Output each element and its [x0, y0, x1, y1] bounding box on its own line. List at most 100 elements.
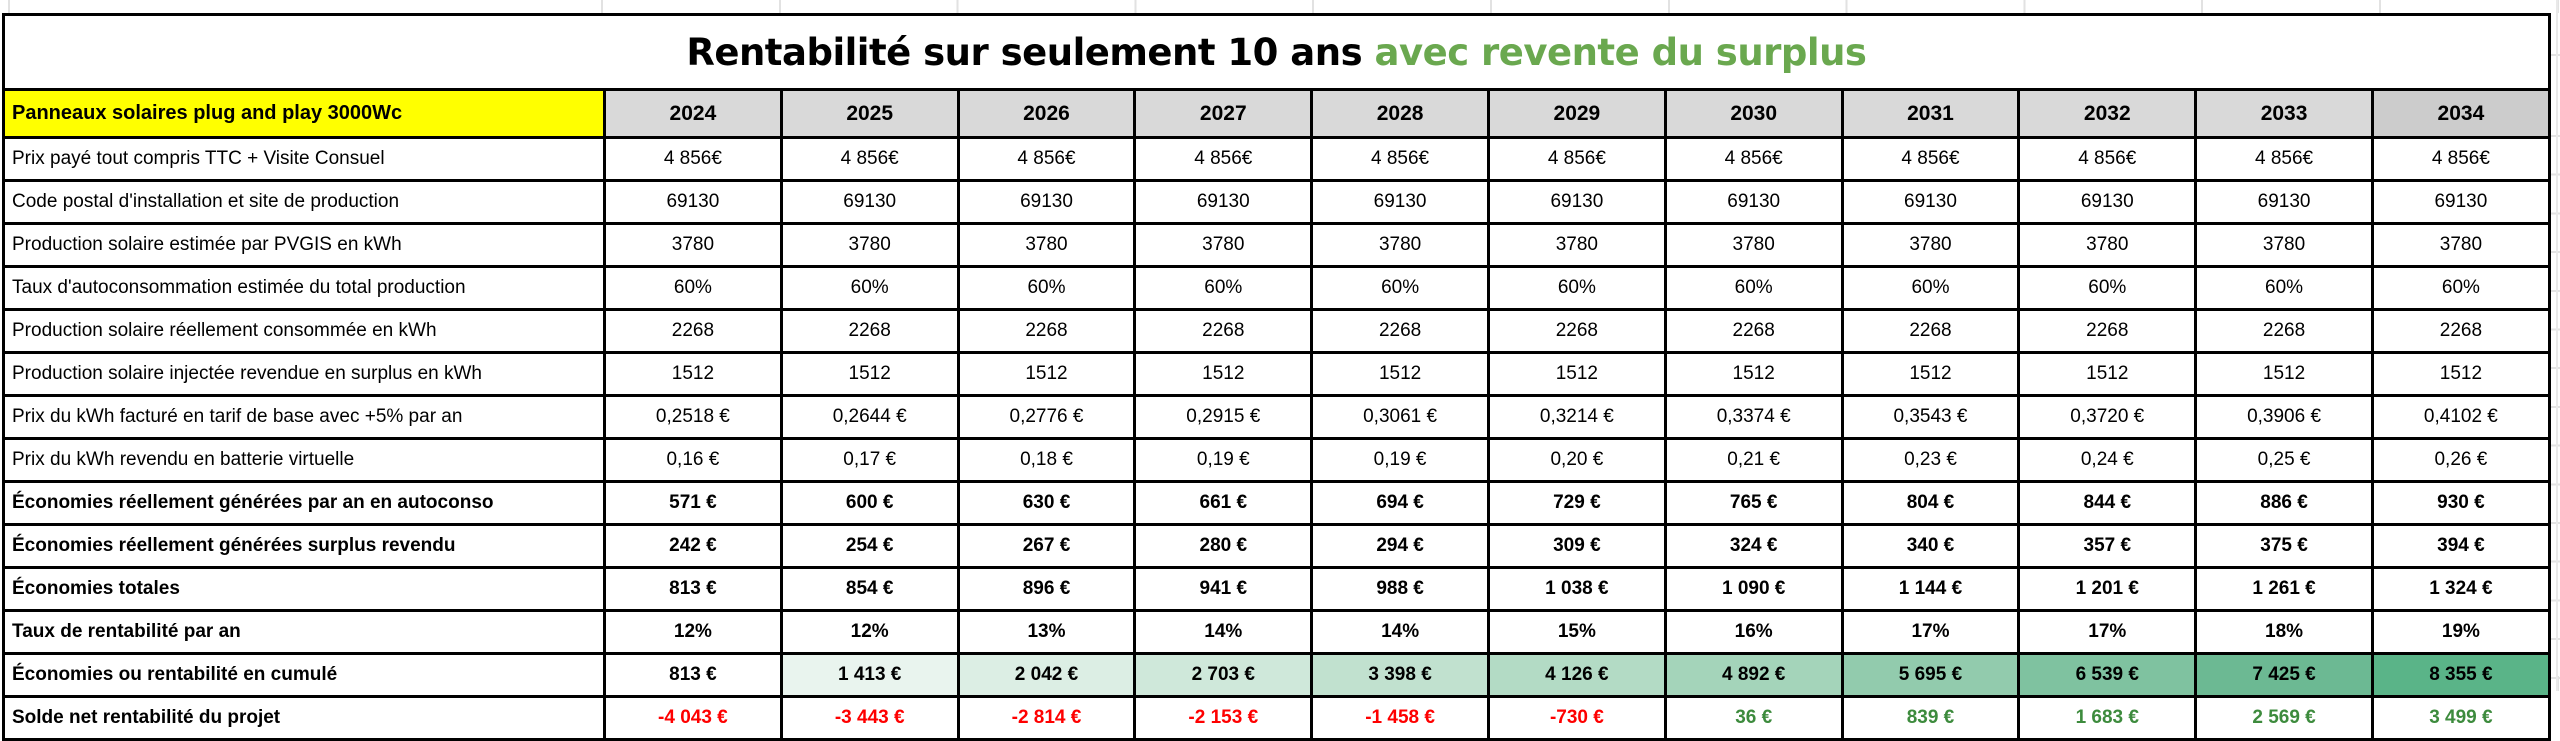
data-cell[interactable]: 309 €	[1486, 523, 1667, 569]
data-cell[interactable]: 1512	[779, 351, 960, 397]
data-cell[interactable]: 0,2915 €	[1133, 394, 1314, 440]
data-cell[interactable]: 267 €	[956, 523, 1137, 569]
data-cell[interactable]: 3780	[1663, 222, 1844, 268]
data-cell[interactable]: 19%	[2370, 609, 2551, 655]
data-cell[interactable]: 1 038 €	[1486, 566, 1667, 612]
data-cell[interactable]: 17%	[2017, 609, 2198, 655]
data-cell[interactable]: 69130	[2194, 179, 2374, 225]
data-cell[interactable]: 4 856€	[1310, 136, 1490, 182]
data-cell[interactable]: 3780	[1486, 222, 1667, 268]
data-cell[interactable]: 1512	[603, 351, 783, 397]
data-cell[interactable]: 36 €	[1663, 695, 1844, 741]
data-cell[interactable]: 886 €	[2194, 480, 2374, 526]
data-cell[interactable]: 17%	[1840, 609, 2021, 655]
data-cell[interactable]: 0,3374 €	[1663, 394, 1844, 440]
table-title-cell[interactable]: Rentabilité sur seulement 10 ans avec re…	[2, 13, 2551, 91]
data-cell[interactable]: 2268	[956, 308, 1137, 354]
data-cell[interactable]: 2268	[2370, 308, 2551, 354]
year-header-cell[interactable]: 2026	[956, 88, 1137, 139]
data-cell[interactable]: 1512	[956, 351, 1137, 397]
data-cell[interactable]: -2 153 €	[1133, 695, 1314, 741]
data-cell[interactable]: 0,2776 €	[956, 394, 1137, 440]
year-header-cell[interactable]: 2027	[1133, 88, 1314, 139]
data-cell[interactable]: 13%	[956, 609, 1137, 655]
row-label-cell[interactable]: Production solaire réellement consommée …	[2, 308, 606, 354]
row-label-cell[interactable]: Taux de rentabilité par an	[2, 609, 606, 655]
data-cell[interactable]: 3780	[956, 222, 1137, 268]
data-cell[interactable]: 1 201 €	[2017, 566, 2198, 612]
data-cell[interactable]: 69130	[603, 179, 783, 225]
data-cell[interactable]: 941 €	[1133, 566, 1314, 612]
data-cell[interactable]: 854 €	[779, 566, 960, 612]
data-cell[interactable]: 0,24 €	[2017, 437, 2198, 483]
data-cell[interactable]: 69130	[1840, 179, 2021, 225]
data-cell[interactable]: 5 695 €	[1840, 652, 2021, 698]
data-cell[interactable]: -3 443 €	[779, 695, 960, 741]
data-cell[interactable]: 242 €	[603, 523, 783, 569]
data-cell[interactable]: 988 €	[1310, 566, 1490, 612]
data-cell[interactable]: 60%	[1486, 265, 1667, 311]
data-cell[interactable]: 7 425 €	[2194, 652, 2374, 698]
year-header-cell[interactable]: 2029	[1486, 88, 1667, 139]
data-cell[interactable]: 6 539 €	[2017, 652, 2198, 698]
data-cell[interactable]: 69130	[1310, 179, 1490, 225]
data-cell[interactable]: 1 261 €	[2194, 566, 2374, 612]
data-cell[interactable]: 60%	[2194, 265, 2374, 311]
row-label-cell[interactable]: Économies ou rentabilité en cumulé	[2, 652, 606, 698]
data-cell[interactable]: 2268	[779, 308, 960, 354]
row-label-cell[interactable]: Prix payé tout compris TTC + Visite Cons…	[2, 136, 606, 182]
data-cell[interactable]: 0,19 €	[1310, 437, 1490, 483]
data-cell[interactable]: 3780	[603, 222, 783, 268]
data-cell[interactable]: 3780	[2194, 222, 2374, 268]
data-cell[interactable]: 60%	[2370, 265, 2551, 311]
data-cell[interactable]: 4 856€	[603, 136, 783, 182]
year-header-cell[interactable]: 2024	[603, 88, 783, 139]
data-cell[interactable]: 896 €	[956, 566, 1137, 612]
data-cell[interactable]: 2 703 €	[1133, 652, 1314, 698]
data-cell[interactable]: 3780	[2370, 222, 2551, 268]
data-cell[interactable]: 3780	[1840, 222, 2021, 268]
data-cell[interactable]: 1512	[2194, 351, 2374, 397]
data-cell[interactable]: 69130	[956, 179, 1137, 225]
data-cell[interactable]: 69130	[2017, 179, 2198, 225]
data-cell[interactable]: 2268	[603, 308, 783, 354]
data-cell[interactable]: 4 856€	[1840, 136, 2021, 182]
data-cell[interactable]: 3780	[779, 222, 960, 268]
year-header-cell[interactable]: 2032	[2017, 88, 2198, 139]
data-cell[interactable]: 4 856€	[2194, 136, 2374, 182]
data-cell[interactable]: 0,18 €	[956, 437, 1137, 483]
year-header-cell[interactable]: 2028	[1310, 88, 1490, 139]
data-cell[interactable]: 3780	[2017, 222, 2198, 268]
data-cell[interactable]: 394 €	[2370, 523, 2551, 569]
data-cell[interactable]: 1512	[2370, 351, 2551, 397]
data-cell[interactable]: 1 090 €	[1663, 566, 1844, 612]
data-cell[interactable]: -4 043 €	[603, 695, 783, 741]
data-cell[interactable]: 2 042 €	[956, 652, 1137, 698]
data-cell[interactable]: 14%	[1310, 609, 1490, 655]
data-cell[interactable]: 2268	[1663, 308, 1844, 354]
data-cell[interactable]: 69130	[1486, 179, 1667, 225]
data-cell[interactable]: 3780	[1310, 222, 1490, 268]
data-cell[interactable]: 60%	[779, 265, 960, 311]
data-cell[interactable]: 60%	[603, 265, 783, 311]
data-cell[interactable]: 694 €	[1310, 480, 1490, 526]
data-cell[interactable]: 2 569 €	[2194, 695, 2374, 741]
data-cell[interactable]: 571 €	[603, 480, 783, 526]
data-cell[interactable]: 15%	[1486, 609, 1667, 655]
data-cell[interactable]: 4 856€	[1663, 136, 1844, 182]
data-cell[interactable]: 2268	[1310, 308, 1490, 354]
data-cell[interactable]: 69130	[1133, 179, 1314, 225]
data-cell[interactable]: 0,3906 €	[2194, 394, 2374, 440]
data-cell[interactable]: 2268	[1486, 308, 1667, 354]
data-cell[interactable]: 60%	[2017, 265, 2198, 311]
data-cell[interactable]: 813 €	[603, 652, 783, 698]
data-cell[interactable]: 765 €	[1663, 480, 1844, 526]
data-cell[interactable]: 0,3720 €	[2017, 394, 2198, 440]
data-cell[interactable]: 0,3543 €	[1840, 394, 2021, 440]
data-cell[interactable]: 12%	[603, 609, 783, 655]
data-cell[interactable]: 254 €	[779, 523, 960, 569]
year-header-cell[interactable]: 2033	[2194, 88, 2374, 139]
row-label-cell[interactable]: Production solaire injectée revendue en …	[2, 351, 606, 397]
data-cell[interactable]: 60%	[1133, 265, 1314, 311]
data-cell[interactable]: 2268	[2194, 308, 2374, 354]
